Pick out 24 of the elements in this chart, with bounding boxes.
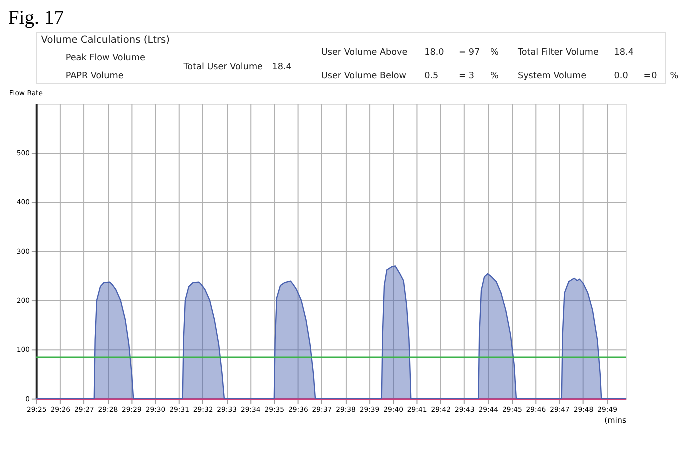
chart-title: Fig. 17: [8, 6, 64, 29]
text: 18.4: [272, 62, 292, 73]
text: =: [458, 48, 466, 58]
text: User Volume Below: [321, 71, 407, 82]
text: =: [644, 71, 652, 82]
text: 18.0: [424, 48, 445, 58]
text: %: [490, 71, 499, 82]
text: =: [458, 71, 466, 82]
text: 18.4: [614, 48, 634, 58]
x-axis-title: (mins: [604, 416, 627, 425]
text: Peak Flow Volume: [66, 54, 146, 64]
text: %: [490, 48, 499, 58]
text: User Volume Above: [321, 48, 408, 58]
text: System Volume: [518, 71, 587, 82]
text: PAPR Volume: [66, 71, 124, 82]
text: Volume Calculations (Ltrs): [41, 35, 170, 46]
text: 3: [468, 71, 474, 82]
text: 0.5: [424, 71, 439, 82]
text: 97: [468, 48, 480, 58]
text: Total Filter Volume: [516, 48, 599, 58]
text: Total User Volume: [182, 62, 263, 73]
text: %: [670, 71, 679, 82]
text: 0: [652, 71, 658, 82]
text: 0.0: [614, 71, 629, 82]
